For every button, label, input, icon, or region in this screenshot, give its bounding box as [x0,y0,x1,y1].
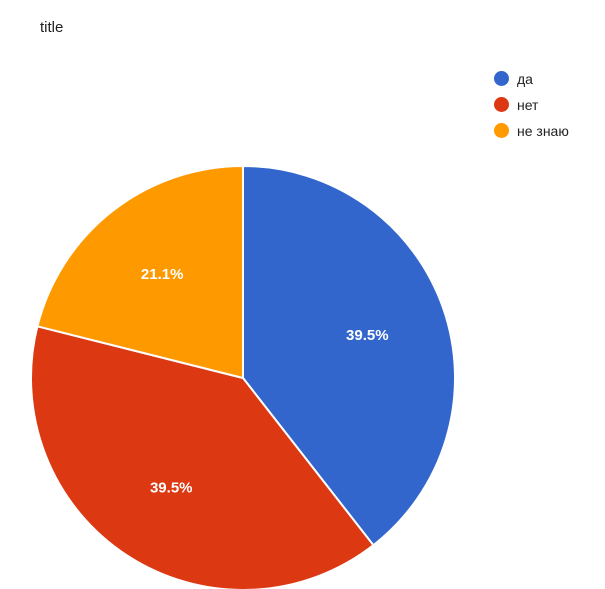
legend-item-ne-znayu: не знаю [494,119,569,142]
legend-swatch-ne-znayu [494,123,509,138]
legend-label-ne-znayu: не знаю [517,122,569,139]
legend-item-net: нет [494,93,569,116]
chart-title: title [40,19,64,36]
legend-label-da: да [517,70,533,87]
legend-item-da: да [494,67,569,90]
pie-slice-net [30,325,375,589]
legend-swatch-net [494,97,509,112]
pie-slice-da [242,164,456,547]
chart-legend: да нет не знаю [494,67,569,145]
slice-value-label-ne-znayu: 21.1% [141,266,184,283]
legend-swatch-da [494,71,509,86]
legend-label-net: нет [517,96,539,113]
slice-value-label-da: 39.5% [346,327,389,344]
slice-value-label-net: 39.5% [150,480,193,497]
pie-slice-ne-znayu [36,164,244,380]
